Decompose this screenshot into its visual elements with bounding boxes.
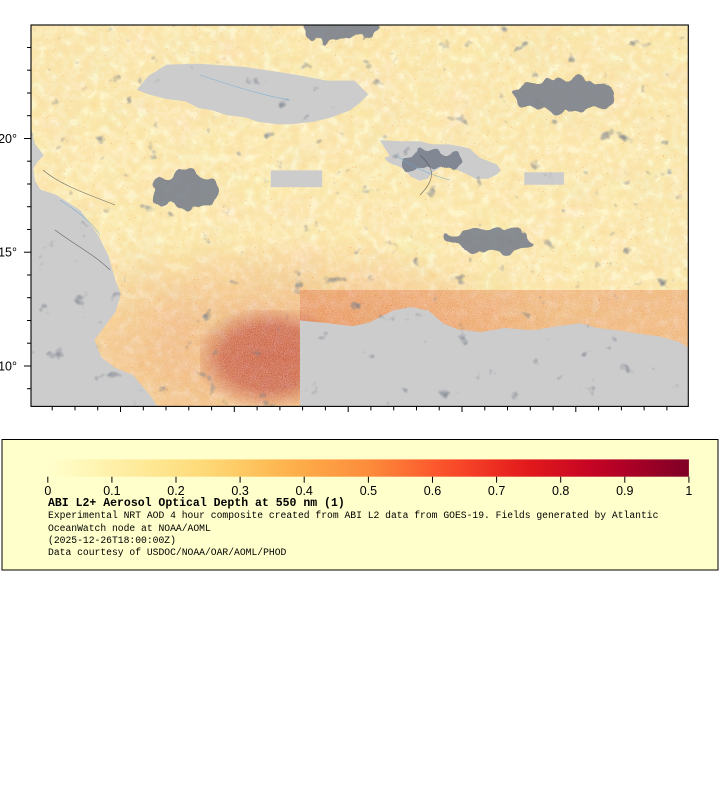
svg-text:0.2: 0.2 xyxy=(167,484,184,498)
svg-text:0.1: 0.1 xyxy=(103,484,120,498)
svg-text:0.6: 0.6 xyxy=(424,484,441,498)
svg-text:0.8: 0.8 xyxy=(552,484,569,498)
svg-text:0.9: 0.9 xyxy=(616,484,633,498)
svg-text:15°: 15° xyxy=(0,246,17,260)
svg-text:0.4: 0.4 xyxy=(296,484,313,498)
svg-text:0.3: 0.3 xyxy=(231,484,248,498)
svg-text:0: 0 xyxy=(44,484,51,498)
svg-text:0.5: 0.5 xyxy=(360,484,377,498)
svg-text:10°: 10° xyxy=(0,360,17,374)
svg-text:0.7: 0.7 xyxy=(488,484,505,498)
svg-text:20°: 20° xyxy=(0,132,17,146)
svg-text:1: 1 xyxy=(685,484,692,498)
